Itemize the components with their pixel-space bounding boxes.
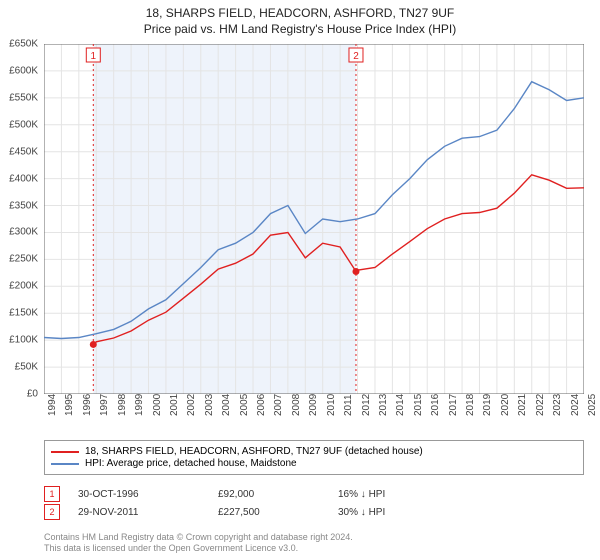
x-tick-label: 2011 xyxy=(343,394,354,416)
x-tick-label: 2017 xyxy=(448,394,459,416)
x-tick-label: 2023 xyxy=(552,394,563,416)
y-tick-label: £300K xyxy=(0,227,38,238)
y-tick-label: £550K xyxy=(0,92,38,103)
marker-price: £92,000 xyxy=(218,489,338,500)
footer-line2: This data is licensed under the Open Gov… xyxy=(44,543,353,554)
y-tick-label: £350K xyxy=(0,200,38,211)
x-tick-label: 2022 xyxy=(535,394,546,416)
x-tick-label: 2014 xyxy=(395,394,406,416)
x-tick-label: 2000 xyxy=(152,394,163,416)
sale-marker-table: 1 30-OCT-1996£92,00016% ↓ HPI 2 29-NOV-2011… xyxy=(44,484,584,522)
y-tick-label: £500K xyxy=(0,119,38,130)
x-tick-label: 1996 xyxy=(82,394,93,416)
y-tick-label: £0 xyxy=(0,389,38,400)
x-tick-label: 2005 xyxy=(239,394,250,416)
x-tick-label: 2016 xyxy=(430,394,441,416)
marker-price: £227,500 xyxy=(218,507,338,518)
sale-point xyxy=(352,268,359,275)
y-tick-label: £50K xyxy=(0,362,38,373)
footer-line1: Contains HM Land Registry data © Crown c… xyxy=(44,532,353,543)
y-tick-label: £150K xyxy=(0,308,38,319)
x-tick-label: 2004 xyxy=(221,394,232,416)
x-tick-label: 2006 xyxy=(256,394,267,416)
x-tick-label: 1995 xyxy=(64,394,75,416)
x-tick-label: 2008 xyxy=(291,394,302,416)
y-tick-label: £400K xyxy=(0,173,38,184)
chart-container: 18, SHARPS FIELD, HEADCORN, ASHFORD, TN2… xyxy=(0,0,600,560)
x-tick-label: 2012 xyxy=(361,394,372,416)
x-tick-label: 2025 xyxy=(587,394,598,416)
x-tick-label: 2001 xyxy=(169,394,180,416)
title-block: 18, SHARPS FIELD, HEADCORN, ASHFORD, TN2… xyxy=(0,0,600,38)
footer: Contains HM Land Registry data © Crown c… xyxy=(44,532,353,555)
legend: 18, SHARPS FIELD, HEADCORN, ASHFORD, TN2… xyxy=(44,440,584,475)
x-tick-label: 2002 xyxy=(186,394,197,416)
x-tick-label: 1994 xyxy=(47,394,58,416)
y-tick-label: £250K xyxy=(0,254,38,265)
x-tick-label: 2021 xyxy=(517,394,528,416)
chart-area: 12 xyxy=(44,44,584,394)
y-tick-label: £200K xyxy=(0,281,38,292)
legend-swatch xyxy=(51,463,79,465)
y-tick-label: £600K xyxy=(0,65,38,76)
shaded-region xyxy=(93,44,356,394)
x-tick-label: 2003 xyxy=(204,394,215,416)
legend-label: HPI: Average price, detached house, Maid… xyxy=(85,458,297,469)
x-tick-label: 2015 xyxy=(413,394,424,416)
x-tick-label: 1997 xyxy=(99,394,110,416)
y-tick-label: £650K xyxy=(0,39,38,50)
chart-svg: 12 xyxy=(44,44,584,394)
legend-swatch xyxy=(51,451,79,453)
x-tick-label: 2018 xyxy=(465,394,476,416)
marker-row: 2 29-NOV-2011£227,50030% ↓ HPI xyxy=(44,504,584,520)
legend-label: 18, SHARPS FIELD, HEADCORN, ASHFORD, TN2… xyxy=(85,446,423,457)
sale-point xyxy=(90,341,97,348)
x-tick-label: 2009 xyxy=(308,394,319,416)
x-tick-label: 2020 xyxy=(500,394,511,416)
marker-date: 30-OCT-1996 xyxy=(78,489,218,500)
sale-marker-number: 2 xyxy=(353,51,359,62)
marker-date: 29-NOV-2011 xyxy=(78,507,218,518)
marker-delta: 16% ↓ HPI xyxy=(338,489,385,500)
marker-delta: 30% ↓ HPI xyxy=(338,507,385,518)
legend-row: HPI: Average price, detached house, Maid… xyxy=(51,458,577,469)
x-tick-label: 2013 xyxy=(378,394,389,416)
x-tick-label: 1999 xyxy=(134,394,145,416)
x-tick-label: 2007 xyxy=(273,394,284,416)
x-tick-label: 2010 xyxy=(326,394,337,416)
marker-number-box: 1 xyxy=(44,486,60,502)
x-tick-label: 2024 xyxy=(570,394,581,416)
title-main: 18, SHARPS FIELD, HEADCORN, ASHFORD, TN2… xyxy=(0,6,600,20)
legend-row: 18, SHARPS FIELD, HEADCORN, ASHFORD, TN2… xyxy=(51,446,577,457)
x-tick-label: 2019 xyxy=(482,394,493,416)
y-tick-label: £450K xyxy=(0,146,38,157)
title-sub: Price paid vs. HM Land Registry's House … xyxy=(0,22,600,36)
x-tick-label: 1998 xyxy=(117,394,128,416)
sale-marker-number: 1 xyxy=(91,51,97,62)
marker-row: 1 30-OCT-1996£92,00016% ↓ HPI xyxy=(44,486,584,502)
y-axis-labels: £0£50K£100K£150K£200K£250K£300K£350K£400… xyxy=(0,44,40,394)
marker-number-box: 2 xyxy=(44,504,60,520)
y-tick-label: £100K xyxy=(0,335,38,346)
